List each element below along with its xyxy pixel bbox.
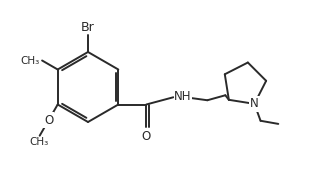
Text: O: O: [142, 129, 151, 142]
Text: Br: Br: [81, 21, 95, 34]
Text: NH: NH: [174, 90, 192, 103]
Text: CH₃: CH₃: [21, 55, 40, 65]
Text: N: N: [250, 97, 259, 110]
Text: O: O: [44, 114, 53, 127]
Text: CH₃: CH₃: [29, 137, 48, 147]
